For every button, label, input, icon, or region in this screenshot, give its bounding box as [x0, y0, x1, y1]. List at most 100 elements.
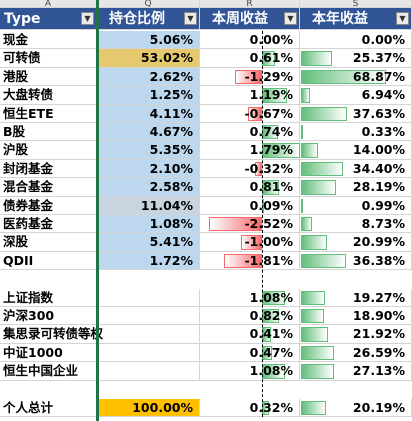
- header-text: Type: [4, 11, 41, 27]
- cell: 4.67%: [97, 123, 200, 142]
- data-bar: [301, 143, 319, 158]
- data-bar: [301, 290, 325, 305]
- column-letter: A: [0, 0, 97, 9]
- header-cell: 本年收益 ▼: [300, 8, 412, 30]
- filter-button[interactable]: ▼: [81, 12, 94, 25]
- data-bar: [241, 235, 262, 250]
- cell: 恒生ETE: [0, 104, 97, 123]
- freeze-line: [96, 0, 99, 421]
- cell-text: 25.37%: [352, 50, 405, 66]
- data-bar: [301, 198, 303, 213]
- cell: 现金: [0, 31, 97, 50]
- header-text: 持仓比例: [109, 11, 165, 27]
- cell: [97, 307, 200, 326]
- cell: 港股: [0, 67, 97, 87]
- cell-text: 大盘转债: [3, 87, 54, 103]
- cell-text: 37.63%: [352, 105, 405, 121]
- cell-text: 28.19%: [352, 179, 405, 195]
- cell: 0.32%: [200, 399, 300, 418]
- cell-text: 19.27%: [352, 289, 405, 305]
- cell-text: B股: [3, 124, 26, 139]
- cell: 1.25%: [97, 86, 200, 105]
- cell-text: -1.81%: [244, 252, 293, 268]
- cell: 4.11%: [97, 104, 200, 123]
- cell: 可转债: [0, 49, 97, 68]
- cell-text: 4.67%: [149, 124, 193, 139]
- cell-text: 1.19%: [249, 87, 293, 103]
- cell: -0.32%: [200, 159, 300, 179]
- cell-text: 36.38%: [352, 252, 405, 268]
- cell: 0.00%: [200, 31, 300, 50]
- column-letter: Q: [97, 0, 200, 9]
- cell-text: 18.90%: [352, 308, 405, 323]
- cell: 8.73%: [300, 215, 412, 234]
- cell-text: -2.52%: [244, 216, 293, 231]
- cell-text: 20.99%: [352, 234, 405, 250]
- data-bar: [301, 69, 386, 85]
- cell: 2.58%: [97, 178, 200, 197]
- data-bar: [301, 345, 334, 361]
- cell: 集思录可转债等权: [0, 325, 103, 344]
- cell-text: 医药基金: [3, 216, 54, 231]
- cell-text: 上证指数: [3, 289, 54, 305]
- cell: 0.61%: [200, 49, 300, 68]
- cell: 0.33%: [300, 123, 412, 142]
- cell-text: 2.62%: [149, 68, 193, 84]
- data-bar: [223, 253, 262, 269]
- header-cell: 持仓比例 ▼: [97, 8, 200, 30]
- header-text: 本年收益: [312, 11, 368, 27]
- cell: 1.08%: [200, 288, 300, 307]
- cell-text: 沪股: [3, 142, 29, 158]
- cell: 5.41%: [97, 233, 200, 252]
- data-bar: [301, 327, 328, 342]
- cell-text: 14.00%: [352, 142, 405, 158]
- cell: 0.81%: [200, 178, 300, 197]
- cell-text: 恒生ETE: [3, 105, 54, 121]
- cell: 2.62%: [97, 67, 200, 87]
- cell-text: 27.13%: [352, 363, 405, 379]
- cell-text: 26.59%: [352, 344, 405, 360]
- cell-text: 5.41%: [149, 234, 193, 250]
- cell-text: -0.32%: [244, 160, 293, 176]
- data-bar: [301, 235, 327, 250]
- cell-text: 5.35%: [149, 142, 193, 158]
- cell: 个人总计: [0, 399, 97, 418]
- data-bar: [301, 88, 310, 103]
- cell-text: 11.04%: [140, 197, 193, 213]
- cell-text: 0.32%: [249, 400, 293, 415]
- cell: 深股: [0, 233, 97, 252]
- cell-text: 1.72%: [149, 252, 193, 268]
- cell-text: -0.67%: [244, 105, 293, 121]
- cell-text: 可转债: [3, 50, 41, 66]
- cell-text: 0.81%: [249, 179, 293, 195]
- cell-text: 0.33%: [361, 124, 405, 139]
- cell: 0.74%: [200, 123, 300, 142]
- filter-button[interactable]: ▼: [184, 12, 197, 25]
- cell-text: -1.29%: [244, 68, 293, 84]
- cell-text: 0.09%: [249, 197, 293, 213]
- data-bar: [247, 106, 262, 121]
- cell-text: 封闭基金: [3, 160, 54, 176]
- filter-button[interactable]: ▼: [284, 12, 297, 25]
- cell-text: 0.00%: [249, 32, 293, 47]
- filter-button[interactable]: ▼: [396, 12, 409, 25]
- cell-text: 0.99%: [361, 197, 405, 213]
- cell: -1.00%: [200, 233, 300, 252]
- cell-text: 21.92%: [352, 326, 405, 342]
- cell: QDII: [0, 251, 97, 271]
- cell: 中证1000: [0, 343, 97, 363]
- cell: 0.82%: [200, 307, 300, 326]
- data-bar: [234, 69, 262, 85]
- data-bar: [301, 364, 335, 379]
- data-bar: [301, 51, 333, 66]
- cell-text: 53.02%: [140, 50, 193, 66]
- data-bar: [301, 253, 346, 269]
- cell-text: 中证1000: [3, 344, 63, 360]
- cell: 混合基金: [0, 178, 97, 197]
- data-bar: [301, 106, 348, 121]
- cell-text: 68.87%: [352, 68, 405, 84]
- data-bar: [301, 401, 326, 416]
- data-bar: [301, 309, 325, 324]
- cell: 1.08%: [200, 362, 300, 381]
- data-bar: [209, 217, 262, 232]
